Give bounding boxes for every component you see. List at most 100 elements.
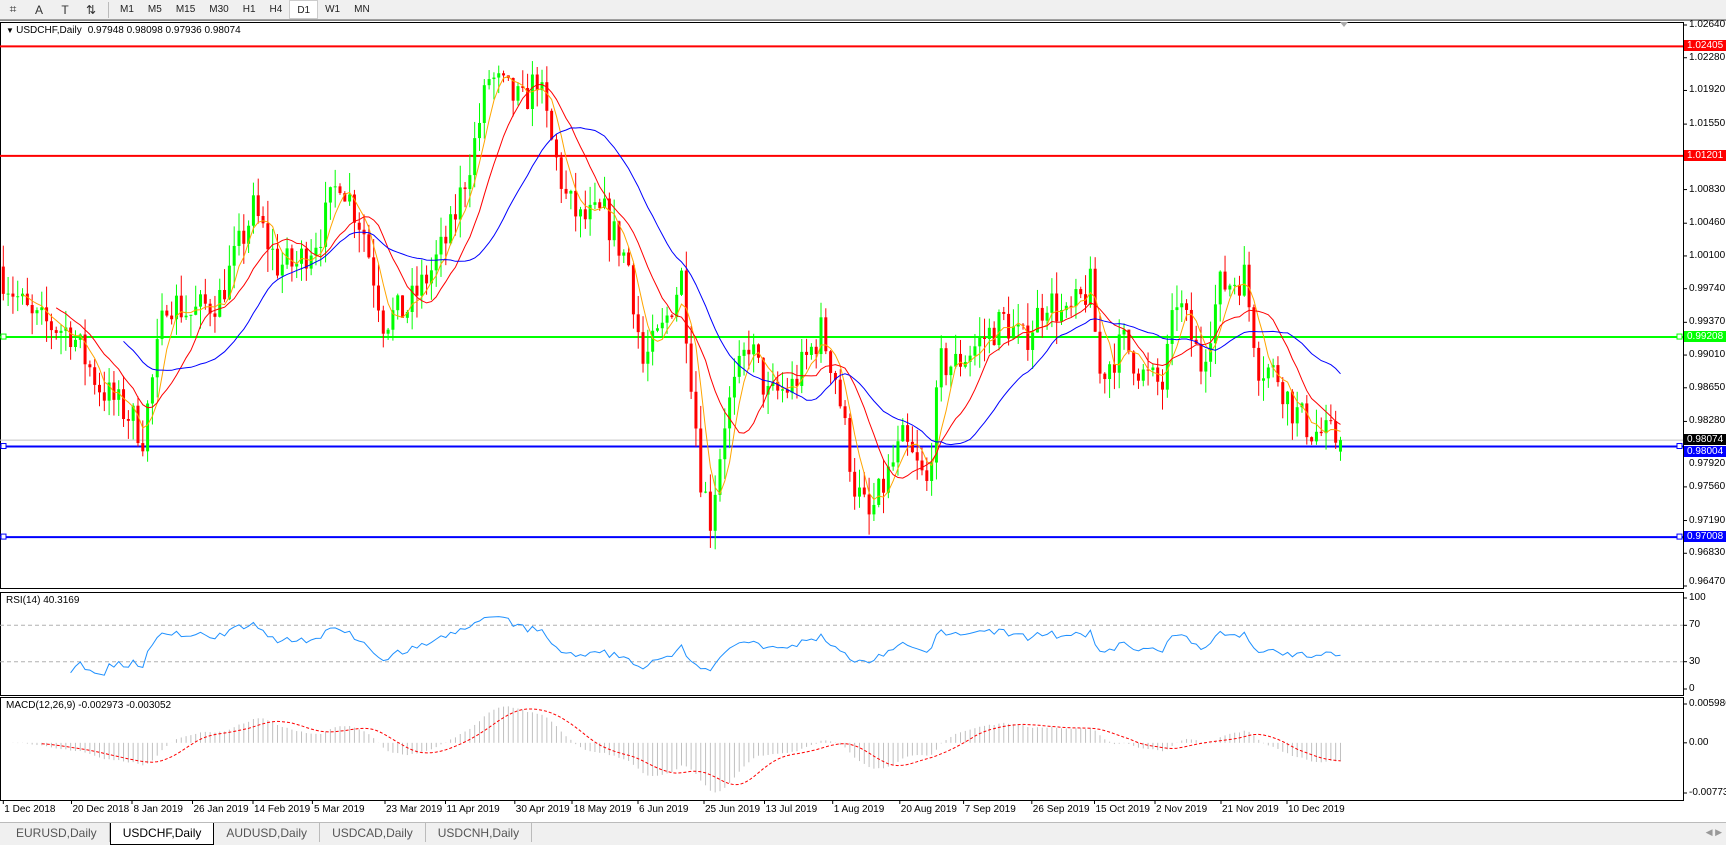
bull-candle (59, 330, 63, 333)
bull-candle (516, 86, 520, 101)
bear-candle (554, 139, 558, 158)
bear-candle (213, 313, 217, 317)
timeframe-m15-button[interactable]: M15 (175, 4, 196, 15)
bull-candle (160, 310, 164, 340)
bear-candle (1093, 268, 1097, 332)
bull-candle (1031, 332, 1035, 350)
bear-candle (1055, 293, 1059, 322)
bull-candle (742, 349, 746, 356)
bull-candle (1117, 334, 1121, 373)
bear-candle (112, 382, 116, 400)
bear-candle (126, 418, 130, 421)
date-tick-label: 18 May 2019 (573, 804, 632, 815)
timeframe-m30-button[interactable]: M30 (209, 4, 229, 15)
bid-price-label: 0.98074 (1684, 434, 1726, 446)
date-tick-label: 26 Sep 2019 (1032, 804, 1090, 815)
bull-candle (732, 376, 736, 398)
bear-candle (1021, 324, 1025, 326)
price-tick-label: 1.02640 (1689, 19, 1726, 30)
bull-candle (968, 355, 972, 362)
bull-candle (73, 339, 77, 348)
bear-candle (343, 193, 347, 202)
level-price-label: 0.99208 (1684, 331, 1726, 343)
tab-usdcnh[interactable]: USDCNH,Daily (426, 823, 533, 842)
bear-candle (179, 295, 183, 318)
macd-signal-line (41, 708, 1341, 786)
bull-candle (319, 246, 323, 248)
bull-candle (78, 334, 82, 340)
bear-candle (559, 157, 563, 189)
bear-candle (1112, 364, 1116, 373)
bear-candle (261, 216, 265, 224)
bear-candle (1310, 437, 1314, 442)
tab-scroll-arrows[interactable]: ◀ ▶ (1705, 827, 1722, 837)
timeframe-m5-button[interactable]: M5 (147, 4, 162, 15)
bull-candle (1122, 329, 1126, 335)
date-tick-label: 20 Dec 2018 (72, 804, 130, 815)
bull-candle (439, 236, 443, 255)
bull-candle (410, 285, 414, 313)
bear-candle (141, 443, 145, 452)
bull-candle (1151, 367, 1155, 371)
bull-candle (237, 230, 241, 246)
bear-candle (761, 357, 765, 395)
bull-candle (1035, 307, 1039, 333)
bear-candle (367, 234, 371, 258)
bull-candle (1050, 293, 1054, 313)
bull-candle (886, 466, 890, 493)
bear-candle (627, 252, 631, 266)
bear-candle (1276, 365, 1280, 383)
price-tick-label: 0.97190 (1689, 514, 1726, 526)
text-icon[interactable]: A (34, 2, 43, 17)
date-tick-label: 26 Jan 2019 (193, 804, 249, 815)
arrows-icon[interactable]: ⇅ (85, 2, 97, 17)
bull-candle (603, 198, 607, 208)
tab-audusd[interactable]: AUDUSD,Daily (214, 823, 321, 842)
bear-candle (1290, 391, 1294, 424)
tab-usdcad[interactable]: USDCAD,Daily (320, 823, 426, 842)
date-tick-label: 8 Jan 2019 (133, 804, 184, 815)
bear-candle (526, 88, 530, 110)
bull-candle (766, 385, 770, 395)
bear-candle (862, 487, 866, 495)
bull-candle (174, 295, 178, 320)
bull-candle (1011, 326, 1015, 339)
bull-candle (386, 329, 390, 334)
bear-candle (708, 491, 712, 531)
bull-candle (6, 293, 10, 295)
bull-candle (1213, 304, 1217, 344)
toolbar-separator (108, 1, 109, 18)
timeframe-h1-button[interactable]: H1 (242, 4, 256, 15)
crosshair-icon[interactable]: ⌗ (9, 2, 17, 16)
timeframe-h4-button[interactable]: H4 (269, 4, 283, 15)
bull-candle (117, 389, 121, 400)
timeframe-w1-button[interactable]: W1 (325, 4, 341, 15)
tab-eurusd[interactable]: EURUSD,Daily (4, 823, 110, 842)
timeframe-d1-button[interactable]: D1 (289, 0, 319, 19)
bear-candle (1136, 373, 1140, 381)
price-tick-label: 0.98280 (1689, 415, 1726, 427)
timeframe-m1-button[interactable]: M1 (120, 4, 134, 15)
bull-candle (1233, 284, 1237, 286)
bull-candle (468, 175, 472, 190)
bull-candle (487, 79, 491, 86)
price-tick-label: 0.96470 (1689, 576, 1726, 587)
bull-candle (997, 311, 1001, 346)
tab-usdchf[interactable]: USDCHF,Daily (109, 823, 215, 845)
bull-candle (1338, 440, 1342, 452)
bear-candle (699, 428, 703, 493)
bull-candle (300, 248, 304, 264)
collapse-triangle-icon[interactable]: ▼ (6, 26, 17, 35)
bear-candle (925, 470, 929, 481)
bull-candle (723, 428, 727, 460)
bear-candle (944, 348, 948, 376)
bull-candle (497, 73, 501, 78)
bull-candle (1242, 264, 1246, 296)
bear-candle (463, 187, 467, 190)
timeframe-mn-button[interactable]: MN (354, 4, 370, 15)
bear-candle (992, 327, 996, 346)
rsi-tick-label: 0 (1689, 683, 1695, 694)
text-label-icon[interactable]: T (61, 2, 69, 17)
bear-candle (1069, 305, 1073, 307)
